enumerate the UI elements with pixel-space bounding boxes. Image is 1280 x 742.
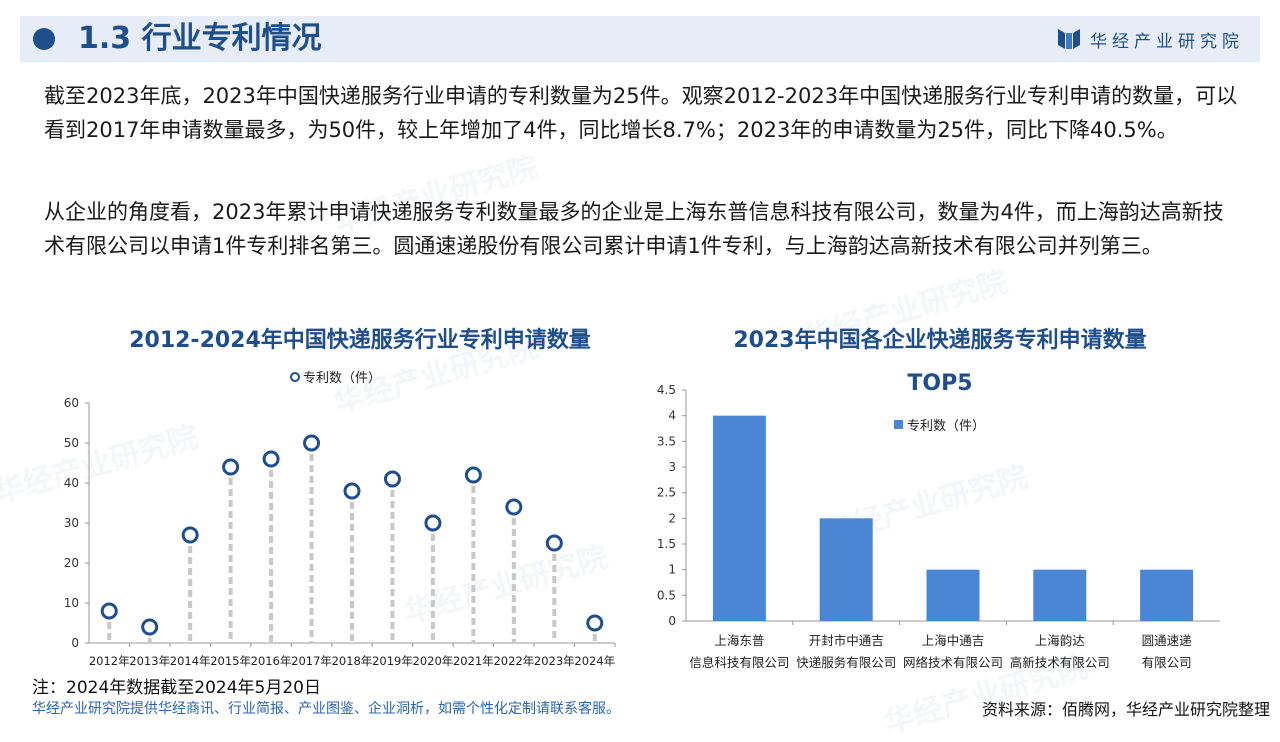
bar xyxy=(1033,569,1087,621)
paragraph-industry: 截至2023年底，2023年中国快递服务行业申请的专利数量为25件。观察2012… xyxy=(44,84,1238,142)
x-tick-label: 2021年 xyxy=(453,654,494,668)
bar xyxy=(926,569,980,621)
y-tick-label: 3.5 xyxy=(657,434,676,448)
y-tick-label: 0.5 xyxy=(657,588,676,602)
x-tick-label: 开封市中通吉 xyxy=(809,633,884,648)
paragraph-enterprise: 从企业的角度看，2023年累计申请快递服务专利数量最多的企业是上海东普信息科技有… xyxy=(44,200,1224,258)
x-tick-label: 信息科技有限公司 xyxy=(689,655,789,670)
y-tick-label: 10 xyxy=(64,596,79,610)
bar xyxy=(712,415,766,621)
data-point-marker xyxy=(181,526,199,544)
legend-marker-icon xyxy=(894,420,903,429)
y-tick-label: 1.5 xyxy=(657,537,676,551)
legend-marker-icon xyxy=(290,372,300,382)
data-point-marker xyxy=(262,450,280,468)
bullet-dot-icon xyxy=(33,28,55,50)
x-tick-label: 2012年 xyxy=(89,654,130,668)
x-tick-label: 圆通速递 xyxy=(1142,633,1193,648)
bar xyxy=(1140,569,1194,621)
y-tick-label: 0 xyxy=(668,614,676,628)
bar xyxy=(819,518,873,621)
y-tick-label: 0 xyxy=(71,636,79,650)
data-point-marker xyxy=(545,534,563,552)
y-tick-label: 2 xyxy=(668,511,676,525)
x-tick-label: 2017年 xyxy=(291,654,332,668)
y-tick-label: 1 xyxy=(668,563,676,577)
brand-logo-icon xyxy=(1058,29,1080,49)
x-tick-label: 上海中通吉 xyxy=(922,633,985,648)
y-tick-label: 2.5 xyxy=(657,486,676,500)
data-point-marker xyxy=(343,482,361,500)
x-tick-label: 2022年 xyxy=(493,654,534,668)
x-tick-label: 2023年 xyxy=(534,654,575,668)
data-point-marker xyxy=(464,466,482,484)
section-title: 1.3 行业专利情况 xyxy=(78,21,322,56)
footer-source: 资料来源：佰腾网，华经产业研究院整理 xyxy=(981,700,1270,719)
data-point-marker xyxy=(586,614,604,632)
brand-name: 华经产业研究院 xyxy=(1090,31,1244,52)
x-tick-label: 有限公司 xyxy=(1142,655,1192,670)
y-tick-label: 3 xyxy=(668,460,676,474)
chart2-subtitle: TOP5 xyxy=(907,371,973,396)
data-point-marker xyxy=(505,498,523,516)
data-point-marker xyxy=(222,458,240,476)
chart1-title: 2012-2024年中国快递服务行业专利申请数量 xyxy=(129,328,591,353)
brand: 华经产业研究院 xyxy=(1058,26,1244,52)
x-tick-label: 2024年 xyxy=(574,654,615,668)
x-tick-label: 2013年 xyxy=(129,654,170,668)
x-tick-label: 2015年 xyxy=(210,654,251,668)
x-tick-label: 上海韵达 xyxy=(1035,633,1086,648)
footer-service-info: 华经产业研究院提供华经商讯、行业简报、产业图鉴、企业洞析，如需个性化定制请联系客… xyxy=(32,701,620,717)
chart2-title: 2023年中国各企业快递服务专利申请数量 xyxy=(733,328,1147,353)
data-point-marker xyxy=(424,514,442,532)
legend-label: 专利数（件） xyxy=(907,419,985,434)
y-tick-label: 40 xyxy=(64,476,79,490)
bar-chart-top5-companies: 0 0.5 1 1.5 2 2.5 3 3.5 4 4.5 上海东普信息科技有限公司 开封市中通吉快递… xyxy=(657,383,1220,670)
y-tick-label: 4 xyxy=(668,409,676,423)
section-header: 1.3 行业专利情况 华经产业研究院 xyxy=(20,16,1260,62)
y-tick-label: 4.5 xyxy=(657,383,676,397)
x-tick-label: 2016年 xyxy=(251,654,292,668)
x-tick-label: 2020年 xyxy=(413,654,454,668)
x-tick-label: 网络技术有限公司 xyxy=(903,655,1003,670)
x-tick-label: 2014年 xyxy=(170,654,211,668)
x-tick-label: 高新技术有限公司 xyxy=(1010,655,1110,670)
y-tick-label: 30 xyxy=(64,516,79,530)
footnote: 注：2024年数据截至2024年5月20日 xyxy=(32,678,321,698)
data-point-marker xyxy=(383,470,401,488)
y-tick-label: 60 xyxy=(64,396,79,410)
data-point-marker xyxy=(303,434,321,452)
y-tick-label: 20 xyxy=(64,556,79,570)
y-tick-label: 50 xyxy=(64,436,79,450)
x-tick-label: 快递服务有限公司 xyxy=(796,655,896,670)
x-tick-label: 上海东普 xyxy=(714,633,764,648)
legend-label: 专利数（件） xyxy=(303,371,381,386)
data-point-marker xyxy=(100,602,118,620)
x-tick-label: 2018年 xyxy=(332,654,373,668)
data-point-marker xyxy=(141,618,159,636)
x-tick-label: 2019年 xyxy=(372,654,413,668)
